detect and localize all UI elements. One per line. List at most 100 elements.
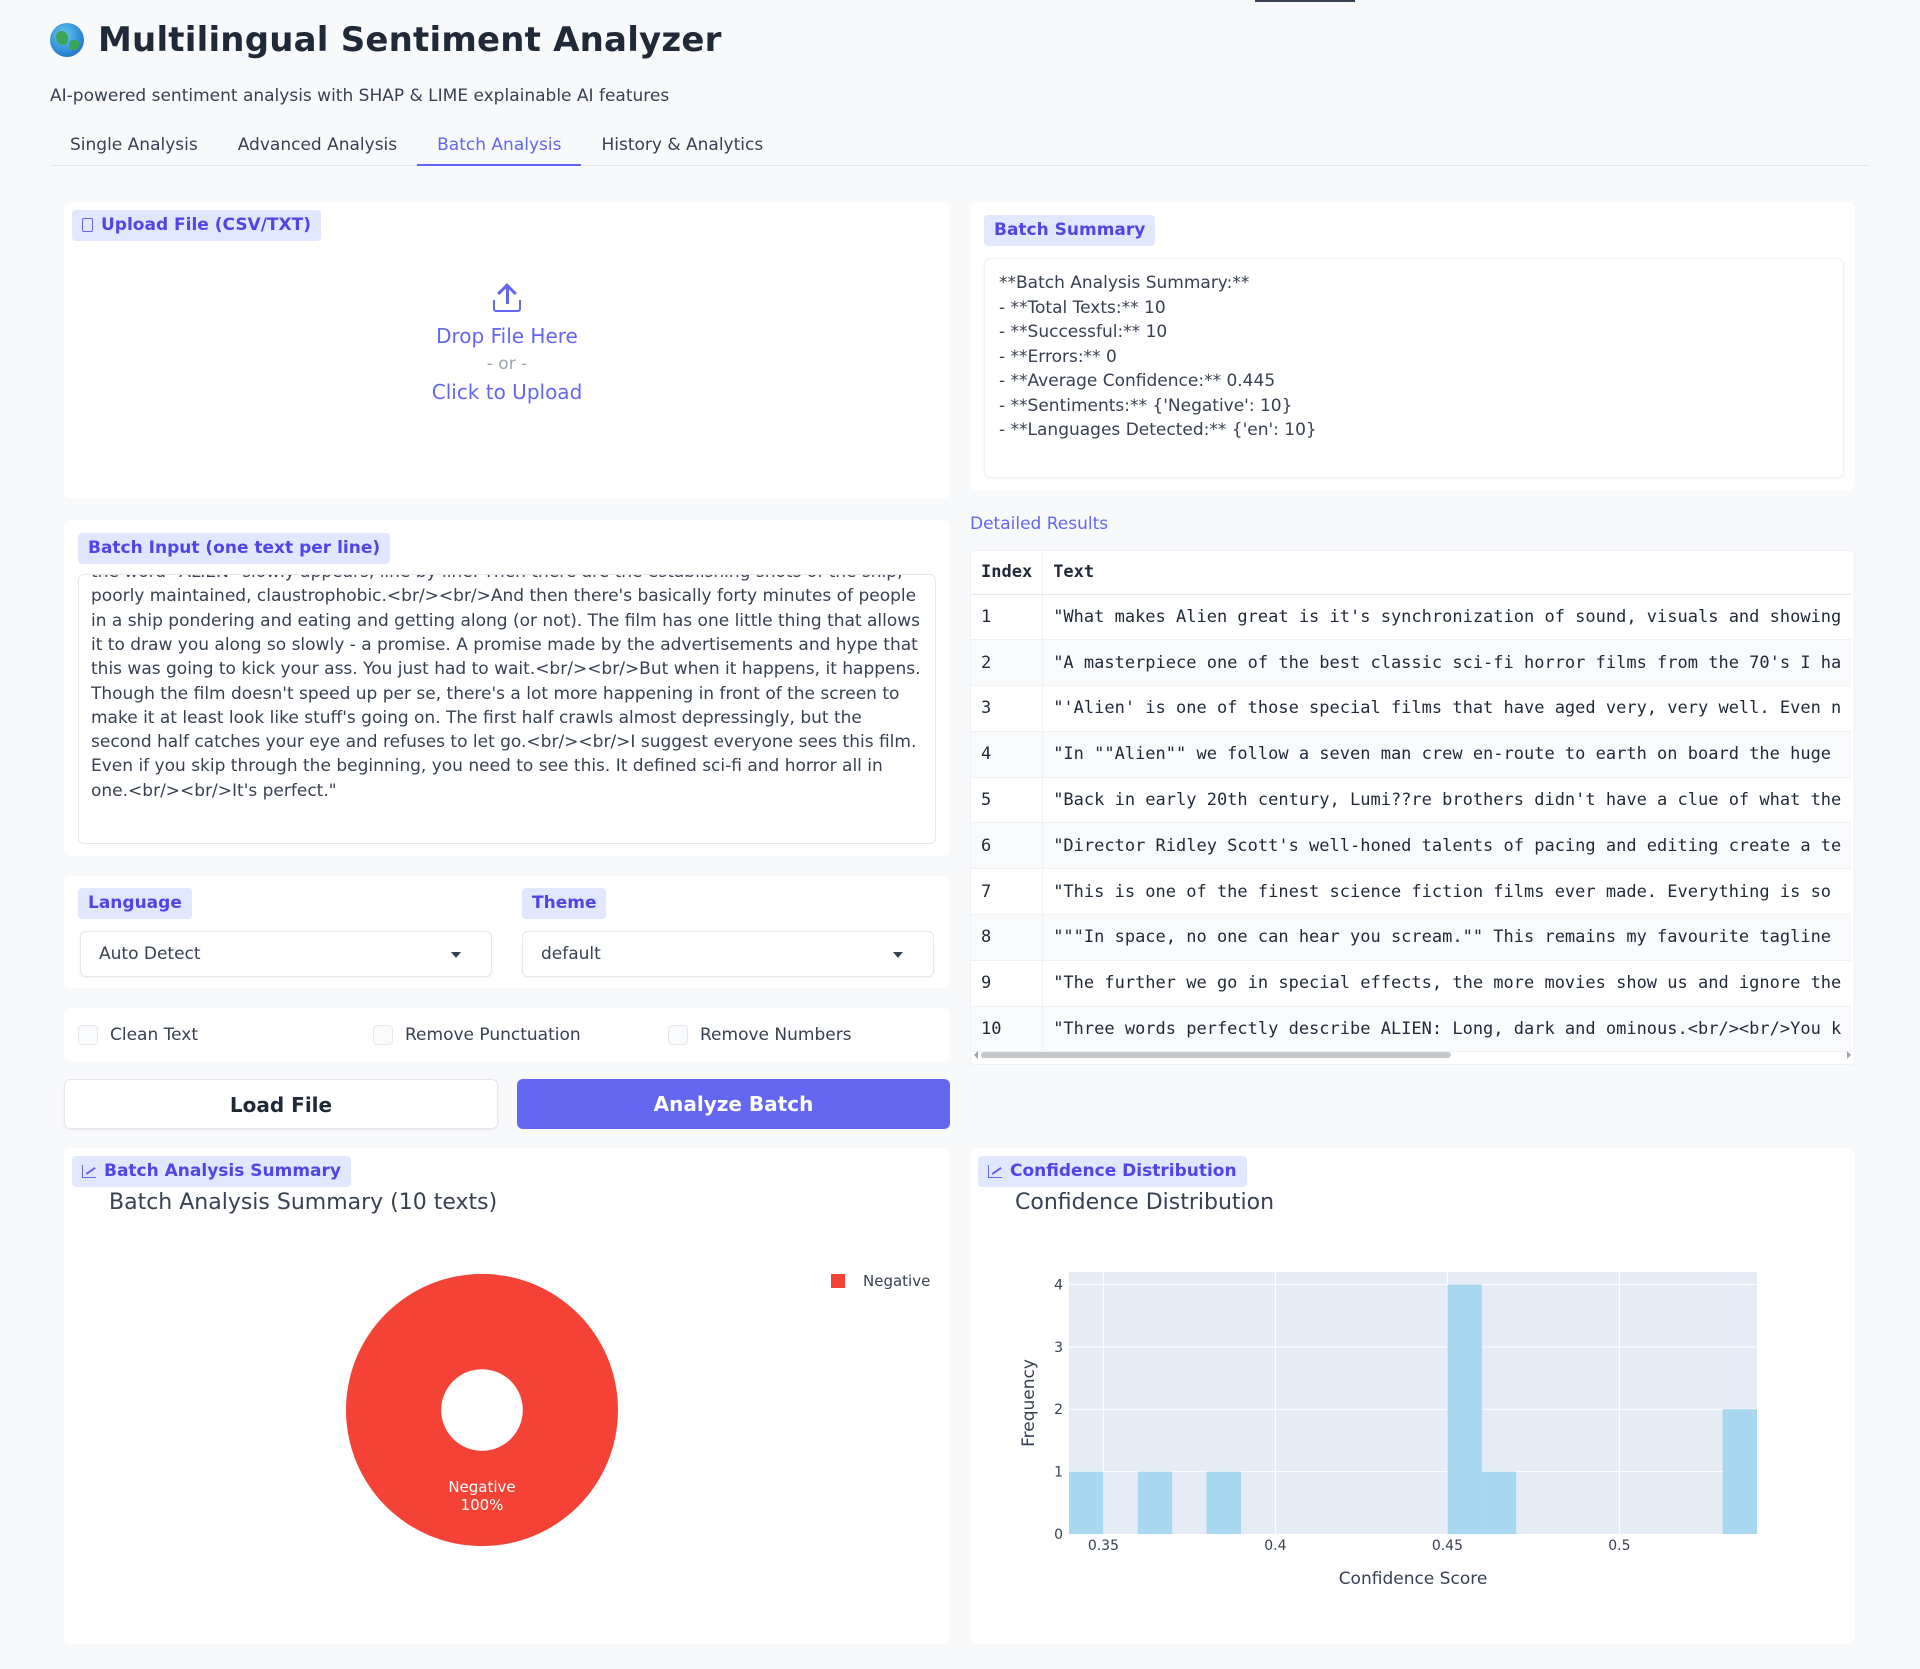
row-index-cell[interactable]: 6 [971,822,1044,870]
histogram-bar[interactable] [1447,1284,1482,1534]
histogram-chart: 0 1 2 3 4 0.35 0.4 0.45 0.5 Confidence Score Frequ… [1019,1272,1757,1589]
row-text-cell[interactable]: """In space, no one can hear you scream.… [1042,914,1852,961]
histogram-panel: Confidence Distribution Confidence Distr… [970,1148,1855,1644]
app-header: Multilingual Sentiment Analyzer AI-power… [50,20,722,106]
y-tick-label: 0 [1054,1527,1063,1543]
app-title-row: Multilingual Sentiment Analyzer [50,20,722,60]
theme-label-text: Theme [532,893,597,913]
language-label-text: Language [88,893,182,913]
histogram-bar[interactable] [1069,1471,1104,1534]
row-index-cell[interactable]: 9 [971,960,1044,1007]
remove-numbers-option[interactable]: Remove Numbers [668,1025,852,1045]
language-value: Auto Detect [99,944,201,964]
row-text-cell[interactable]: "The further we go in special effects, t… [1042,960,1852,1007]
summary-line: - **Languages Detected:** {'en': 10} [999,420,1317,440]
row-text-cell[interactable]: "In ""Alien"" we follow a seven man crew… [1042,731,1852,778]
app-subtitle: AI-powered sentiment analysis with SHAP … [50,86,670,106]
chart-icon [988,1164,1002,1178]
row-text-cell[interactable]: "'Alien' is one of those special films t… [1042,685,1852,732]
y-tick-label: 1 [1054,1465,1063,1481]
summary-line: **Batch Analysis Summary:** [999,273,1250,293]
clean-text-option[interactable]: Clean Text [78,1025,198,1045]
row-index-cell[interactable]: 8 [971,914,1044,961]
y-axis-label: Frequency [1019,1359,1039,1447]
chevron-down-icon [893,952,903,958]
pie-slice-negative[interactable] [345,1273,619,1547]
upload-label: Upload File (CSV/TXT) [72,210,321,241]
pie-panel-label-text: Batch Analysis Summary [104,1161,341,1181]
histogram-panel-label: Confidence Distribution [978,1156,1247,1187]
tab-advanced-analysis[interactable]: Advanced Analysis [237,135,398,155]
chevron-down-icon [451,952,461,958]
table-row[interactable]: 8 """In space, no one can hear you scream… [971,914,1852,961]
row-index-cell[interactable]: 10 [971,1006,1044,1053]
batch-summary-label-text: Batch Summary [994,220,1146,240]
legend-swatch[interactable] [831,1274,845,1288]
row-text-cell[interactable]: "A masterpiece one of the best classic s… [1042,639,1852,687]
row-text-cell[interactable]: "Three words perfectly describe ALIEN: L… [1042,1006,1852,1053]
legend-label[interactable]: Negative [863,1272,930,1290]
x-tick-label: 0.35 [1088,1538,1119,1554]
horizontal-scrollbar[interactable] [981,1052,1451,1058]
theme-dropdown[interactable]: default [522,931,934,977]
histogram-bar[interactable] [1137,1471,1173,1534]
table-row[interactable]: 1 "What makes Alien great is it's synchro… [971,594,1852,641]
row-text-cell[interactable]: "Back in early 20th century, Lumi??re br… [1042,777,1852,824]
remove-numbers-checkbox[interactable] [668,1025,688,1045]
file-drop-zone[interactable]: Drop File Here - or - Click to Upload [64,282,950,404]
row-text-cell[interactable]: "What makes Alien great is it's synchron… [1042,594,1852,641]
click-to-upload-text[interactable]: Click to Upload [431,380,583,404]
scroll-left-icon[interactable] [974,1051,978,1059]
theme-label: Theme [522,888,607,919]
tab-batch-analysis[interactable]: Batch Analysis [417,128,582,166]
x-axis-label: Confidence Score [1339,1569,1488,1589]
batch-input-textarea[interactable]: the word "ALIEN" slowly appears, line by… [78,574,936,844]
table-row[interactable]: 3 "'Alien' is one of those special films … [971,685,1852,732]
batch-summary-label: Batch Summary [984,215,1156,246]
batch-input-label-text: Batch Input (one text per line) [88,538,381,558]
column-header-text[interactable]: Text [1042,551,1852,595]
batch-summary-panel: Batch Summary **Batch Analysis Summary:*… [970,202,1855,490]
row-index-cell[interactable]: 7 [971,868,1044,916]
app-title: Multilingual Sentiment Analyzer [98,20,722,60]
histogram-bar[interactable] [1481,1471,1517,1534]
x-tick-label: 0.45 [1432,1538,1463,1554]
drop-file-text: Drop File Here [436,324,578,348]
tab-history-analytics[interactable]: History & Analytics [601,135,764,155]
file-icon [82,218,93,232]
table-row[interactable]: 10 "Three words perfectly describe ALIEN:… [971,1006,1852,1053]
results-table[interactable]: Index Text 1 "What makes Alien great is i… [970,550,1855,1065]
table-row[interactable]: 5 "Back in early 20th century, Lumi??re b… [971,777,1852,824]
analyze-batch-button[interactable]: Analyze Batch [517,1079,950,1129]
pie-slice-label: Negative [448,1478,515,1496]
language-dropdown[interactable]: Auto Detect [80,931,492,977]
table-row[interactable]: 2 "A masterpiece one of the best classic … [971,639,1852,687]
remove-punctuation-checkbox[interactable] [373,1025,393,1045]
upload-panel: Upload File (CSV/TXT) Drop File Here - o… [64,202,950,498]
row-text-cell[interactable]: "This is one of the finest science ficti… [1042,868,1852,916]
upload-icon [491,282,523,314]
row-index-cell[interactable]: 5 [971,777,1044,824]
row-text-cell[interactable]: "Director Ridley Scott's well-honed tale… [1042,822,1852,870]
row-index-cell[interactable]: 1 [971,594,1044,641]
summary-line: - **Errors:** 0 [999,346,1117,367]
table-row[interactable]: 6 "Director Ridley Scott's well-honed tal… [971,822,1852,870]
histogram-bar[interactable] [1722,1409,1757,1534]
column-header-index[interactable]: Index [971,551,1044,595]
options-panel: Clean Text Remove Punctuation Remove Num… [64,1008,950,1062]
scroll-right-icon[interactable] [1847,1051,1851,1059]
remove-punctuation-option[interactable]: Remove Punctuation [373,1025,581,1045]
row-index-cell[interactable]: 3 [971,685,1044,732]
table-row[interactable]: 9 "The further we go in special effects, … [971,960,1852,1007]
histogram-bar[interactable] [1206,1471,1241,1534]
table-row[interactable]: 4 "In ""Alien"" we follow a seven man cre… [971,731,1852,778]
tab-bar: Single Analysis Advanced Analysis Batch … [50,128,1870,166]
row-index-cell[interactable]: 2 [971,639,1044,687]
table-row[interactable]: 7 "This is one of the finest science fict… [971,868,1852,916]
tab-single-analysis[interactable]: Single Analysis [70,135,198,155]
load-file-button[interactable]: Load File [64,1079,498,1129]
row-index-cell[interactable]: 4 [971,731,1044,778]
chart-icon [82,1164,96,1178]
clean-text-checkbox[interactable] [78,1025,98,1045]
